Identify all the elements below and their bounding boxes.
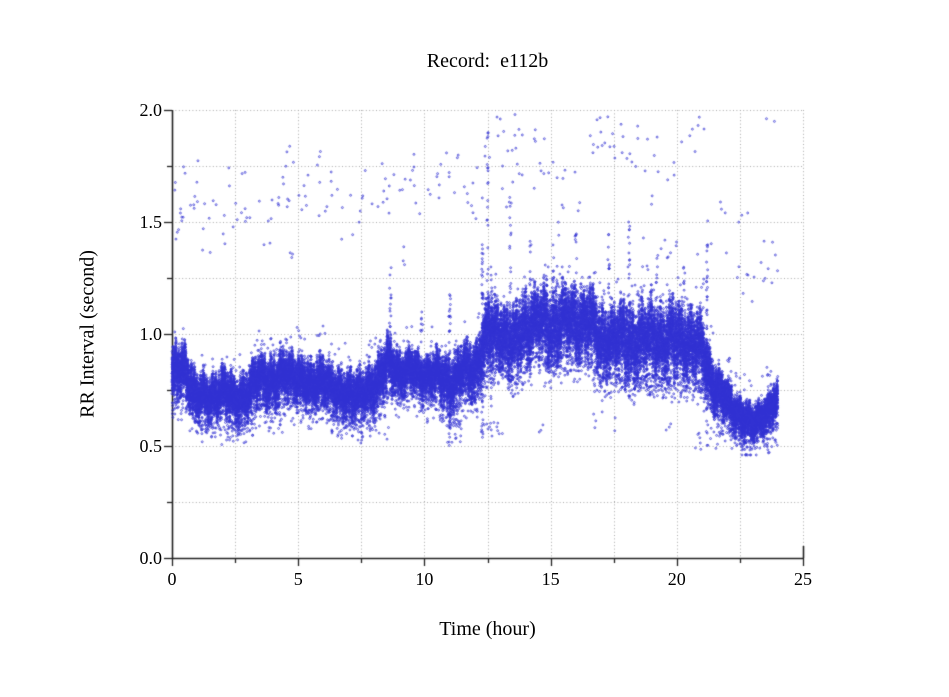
x-axis-label: Time (hour) bbox=[439, 618, 536, 640]
y-tick-label: 1.0 bbox=[139, 324, 163, 344]
x-tick-label: 0 bbox=[167, 569, 177, 589]
y-tick-label: 1.5 bbox=[139, 212, 163, 232]
x-tick-label: 10 bbox=[415, 569, 434, 589]
x-tick-label: 5 bbox=[293, 569, 303, 589]
x-tick-label: 20 bbox=[667, 569, 686, 589]
y-tick-label: 0.5 bbox=[139, 436, 163, 456]
x-tick-label: 15 bbox=[541, 569, 560, 589]
chart-title: Record: e112b bbox=[426, 50, 549, 72]
y-tick-label: 0.0 bbox=[139, 548, 163, 568]
x-tick-label: 25 bbox=[794, 569, 812, 589]
y-tick-label: 2.0 bbox=[139, 100, 163, 120]
